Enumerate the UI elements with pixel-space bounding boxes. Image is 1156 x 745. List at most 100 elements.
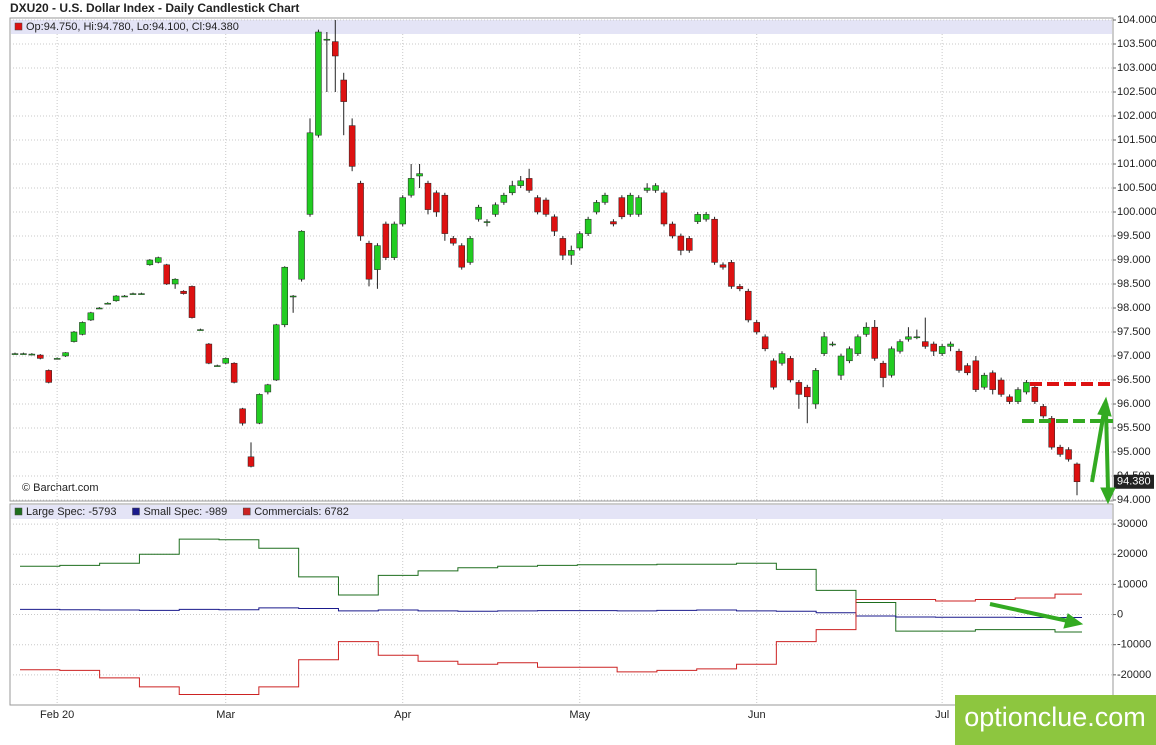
- candle-body: [525, 178, 533, 191]
- y-tick-label: 101.500: [1117, 134, 1156, 146]
- candle-body: [239, 408, 246, 424]
- candle-body: [542, 199, 550, 215]
- info-swatch: [14, 22, 23, 31]
- candle-body: [129, 293, 137, 295]
- step-line: [20, 538, 1082, 633]
- x-tick-label: Jul: [935, 709, 949, 721]
- y-tick-label: 101.000: [1117, 158, 1156, 170]
- candle-body: [905, 336, 912, 340]
- y-tick-label: 98.500: [1117, 278, 1151, 290]
- candle-body: [736, 286, 744, 290]
- y-tick-label: 30000: [1117, 518, 1148, 530]
- y-tick-label: 103.000: [1117, 62, 1156, 74]
- candle-body: [188, 286, 196, 318]
- candle-body: [441, 194, 449, 234]
- candle-body: [728, 262, 735, 287]
- candle-body: [660, 192, 668, 225]
- candle-body: [930, 343, 937, 352]
- candle-body: [568, 250, 575, 256]
- candle-body: [247, 456, 255, 467]
- candle-body: [627, 194, 634, 215]
- step-line: [20, 607, 1082, 619]
- y-tick-label: 102.500: [1117, 86, 1156, 98]
- legend-swatch: [132, 507, 140, 516]
- candle-body: [433, 192, 440, 213]
- candle-body: [458, 245, 465, 268]
- candle-body: [87, 312, 95, 321]
- candle-body: [382, 223, 390, 258]
- candle-body: [121, 295, 128, 298]
- candle-body: [1023, 382, 1030, 393]
- candle-body: [888, 348, 895, 376]
- y-tick-label: 98.000: [1117, 302, 1151, 314]
- candle-body: [365, 242, 373, 280]
- step-line: [20, 593, 1082, 695]
- candle-body: [112, 295, 120, 302]
- y-tick-label: -20000: [1117, 669, 1151, 681]
- candle-body: [500, 194, 508, 203]
- candle-body: [450, 238, 457, 244]
- candle-body: [466, 238, 474, 263]
- candle-body: [155, 257, 162, 263]
- candle-body: [711, 218, 718, 263]
- candle-body: [1040, 406, 1047, 417]
- candle-body: [770, 360, 777, 388]
- candle-body: [138, 293, 145, 295]
- candle-body: [551, 216, 558, 232]
- candle-body: [938, 346, 946, 354]
- candle-body: [230, 362, 238, 383]
- candle-body: [947, 343, 954, 347]
- candle-body: [1065, 449, 1072, 460]
- candle-body: [104, 302, 111, 305]
- candle-body: [289, 295, 297, 298]
- legend-swatch: [242, 507, 251, 516]
- candle-body: [913, 336, 921, 339]
- candle-body: [694, 214, 701, 222]
- candle-body: [702, 214, 710, 220]
- candle-body: [298, 230, 305, 280]
- candle-body: [315, 31, 322, 136]
- y-tick-label: 100.000: [1117, 206, 1156, 218]
- candle-body: [11, 353, 19, 355]
- candle-body: [812, 370, 819, 405]
- candle-body: [1048, 418, 1055, 448]
- candle-body: [391, 223, 398, 258]
- candle-body: [306, 132, 314, 215]
- legend-value: 6782: [324, 506, 348, 518]
- source: © Barchart.com: [22, 482, 99, 494]
- candle-body: [45, 370, 52, 383]
- candle-body: [559, 238, 567, 256]
- x-tick-label: Feb 20: [40, 709, 74, 721]
- legend-name: Commercials:: [254, 506, 321, 518]
- candle-body: [28, 353, 36, 356]
- candle-body: [745, 290, 752, 321]
- candle-body: [778, 353, 786, 364]
- x-tick-label: May: [569, 709, 590, 721]
- candle-body: [163, 264, 170, 285]
- candle-body: [509, 185, 516, 194]
- candle-body: [922, 341, 929, 347]
- candle-body: [787, 358, 794, 381]
- candle-body: [517, 180, 524, 186]
- watermark-box: [955, 695, 1156, 745]
- candle-body: [146, 259, 154, 266]
- candle-body: [846, 348, 853, 362]
- chart-title: DXU20 - U.S. Dollar Index - Daily Candle…: [10, 1, 299, 15]
- candle-body: [348, 125, 356, 167]
- candle-body: [357, 182, 364, 237]
- y-tick-label: 20000: [1117, 548, 1148, 560]
- y-tick-label: 96.500: [1117, 374, 1151, 386]
- candle-body: [795, 382, 803, 395]
- candle-body: [323, 38, 331, 41]
- candle-body: [407, 178, 415, 196]
- candle-body: [955, 350, 963, 371]
- candle-body: [79, 322, 86, 335]
- candle-body: [222, 358, 229, 364]
- candle-body: [964, 365, 971, 374]
- y-tick-label: 99.500: [1117, 230, 1151, 242]
- candle-body: [618, 197, 626, 218]
- candle-body: [871, 326, 878, 359]
- candle-body: [475, 206, 482, 220]
- legend-swatch: [14, 507, 23, 516]
